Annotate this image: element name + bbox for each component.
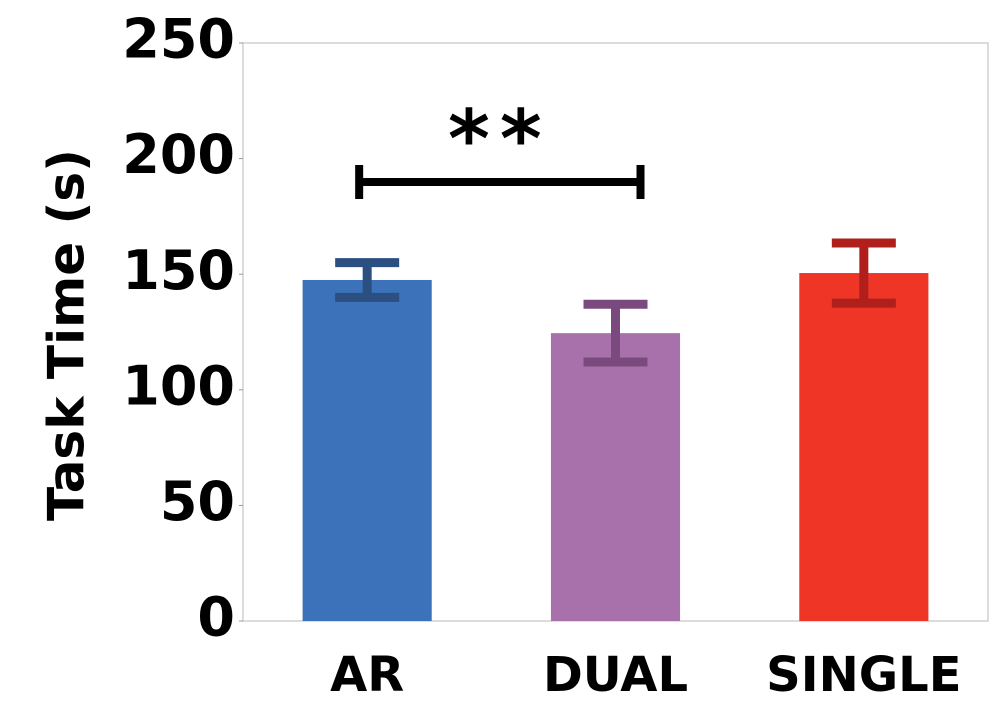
error-bar (583, 299, 648, 367)
y-tick-label: 50 (160, 470, 235, 533)
bar (799, 273, 929, 621)
x-tick-label: SINGLE (766, 647, 961, 703)
significance-bracket (355, 165, 645, 199)
y-tick-label: 0 (197, 586, 235, 649)
y-axis-label: Task Time (s) (38, 149, 96, 521)
x-tick-label: AR (330, 647, 404, 703)
y-tick-label: 100 (122, 354, 235, 417)
significance-label: ** (448, 93, 552, 186)
y-tick-label: 150 (122, 239, 235, 302)
x-tick-label: DUAL (543, 647, 688, 703)
y-tick-label: 250 (122, 8, 235, 71)
error-bar (831, 238, 896, 308)
bar (550, 333, 681, 621)
error-bar (335, 258, 400, 302)
y-tick-label: 200 (122, 123, 235, 186)
bar (302, 279, 432, 621)
